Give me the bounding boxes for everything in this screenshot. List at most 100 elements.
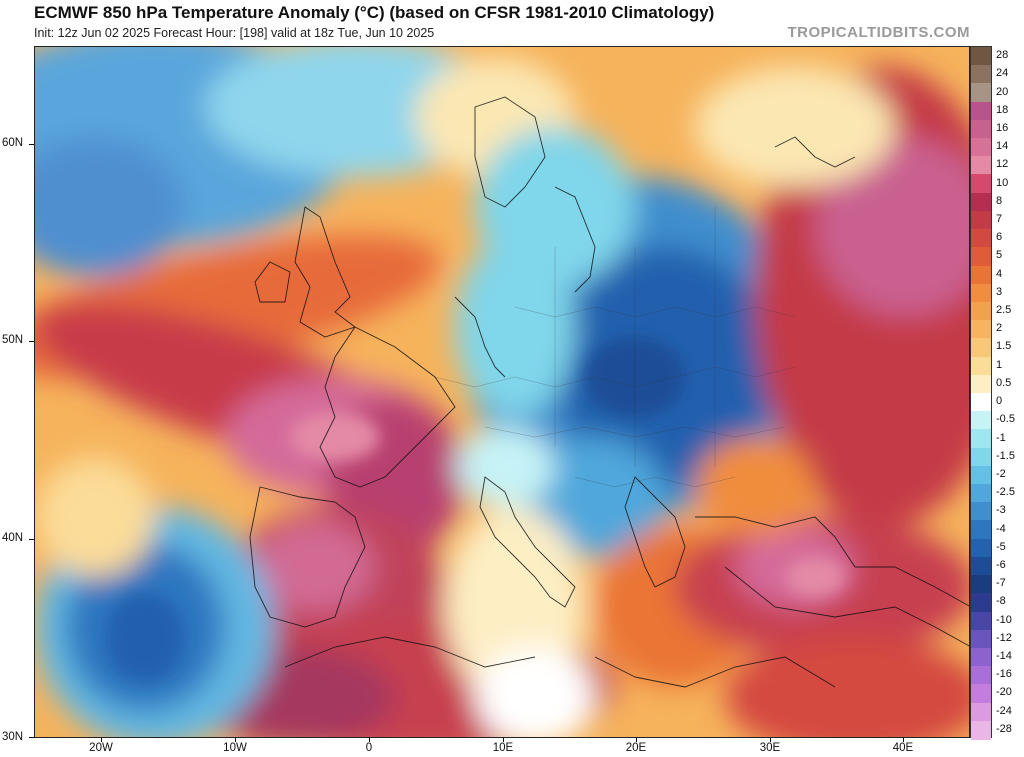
coastlines	[249, 96, 969, 688]
colorbar-label: -20	[996, 686, 1012, 699]
colorbar-swatch	[971, 720, 991, 740]
colorbar-swatch	[971, 247, 991, 267]
lat-label-30n: 30N	[2, 731, 24, 743]
colorbar-label: 12	[996, 158, 1009, 171]
colorbar-label: 5	[996, 249, 1003, 262]
lon-tick	[903, 738, 904, 742]
colorbar-swatch	[971, 520, 991, 540]
colorbar-swatch	[971, 83, 991, 103]
lat-label-50n: 50N	[2, 334, 24, 346]
lat-label-40n: 40N	[2, 532, 24, 544]
colorbar-swatch	[971, 629, 991, 649]
colorbar-swatch	[971, 575, 991, 594]
colorbar-label: 1.5	[996, 340, 1012, 353]
lat-tick	[29, 539, 34, 540]
colorbar-label: 1	[996, 358, 1003, 371]
colorbar-swatch	[971, 210, 991, 230]
colorbar-swatch	[971, 301, 991, 321]
lon-label-30e: 30E	[759, 742, 781, 754]
colorbar-label: -0.5	[996, 413, 1015, 426]
anomaly-field	[35, 47, 969, 737]
colorbar-swatch	[971, 411, 991, 430]
lon-tick	[770, 738, 771, 742]
colorbar-label: -2.5	[996, 486, 1015, 499]
colorbar-label: -28	[996, 722, 1012, 735]
colorbar-label: -24	[996, 704, 1012, 717]
lat-tick	[29, 737, 34, 738]
colorbar-label: 0	[996, 395, 1003, 408]
colorbar-swatch	[971, 65, 991, 84]
colorbar-label: 2	[996, 322, 1003, 335]
colorbar-label: -1.5	[996, 449, 1015, 462]
colorbar-label: 14	[996, 140, 1009, 153]
lon-tick	[369, 738, 370, 742]
colorbar-swatch	[971, 684, 991, 704]
colorbar-swatch	[971, 447, 991, 467]
colorbar-swatch	[971, 374, 991, 394]
colorbar-swatch	[971, 338, 991, 358]
colorbar-label: -4	[996, 522, 1006, 535]
colorbar-label: 0.5	[996, 376, 1012, 389]
colorbar-label: 16	[996, 121, 1009, 134]
colorbar-swatch	[971, 666, 991, 685]
lon-label-0: 0	[365, 742, 373, 754]
colorbar-label: 3	[996, 285, 1003, 298]
colorbar-label: -5	[996, 540, 1006, 553]
colorbar-swatch	[971, 465, 991, 485]
colorbar-swatch	[971, 138, 991, 157]
colorbar-swatch	[971, 556, 991, 576]
colorbar-label: -16	[996, 668, 1012, 681]
colorbar-label: 7	[996, 213, 1003, 225]
anomaly-map	[34, 46, 970, 738]
colorbar-swatch	[971, 429, 991, 449]
colorbar-swatch	[971, 119, 991, 139]
site-credit: TROPICALTIDBITS.COM	[787, 24, 970, 41]
colorbar-label: -10	[996, 613, 1012, 626]
colorbar-label: -2	[996, 467, 1006, 480]
colorbar-swatch	[971, 538, 991, 558]
colorbar-swatch	[971, 174, 991, 194]
colorbar-label: 18	[996, 103, 1009, 116]
colorbar-swatch	[971, 265, 991, 285]
lon-tick	[503, 738, 504, 742]
colorbar-label: -14	[996, 650, 1012, 663]
colorbar-label: 6	[996, 231, 1003, 244]
map-title: ECMWF 850 hPa Temperature Anomaly (°C) (…	[34, 3, 715, 22]
colorbar-label: 28	[996, 49, 1009, 62]
map-subtitle: Init: 12z Jun 02 2025 Forecast Hour: [19…	[34, 26, 435, 40]
colorbar-swatch	[971, 156, 991, 176]
colorbar-swatch	[971, 283, 991, 303]
colorbar-label: 20	[996, 85, 1009, 98]
colorbar-swatch	[971, 101, 991, 121]
colorbar-swatch	[971, 702, 991, 722]
colorbar-label: -1	[996, 431, 1006, 444]
colorbar-swatch	[971, 229, 991, 248]
lon-label-20w: 20W	[89, 742, 113, 754]
colorbar-swatch	[971, 647, 991, 667]
lon-tick	[101, 738, 102, 742]
colorbar-label: 2.5	[996, 304, 1012, 317]
colorbar-swatch	[971, 593, 991, 613]
colorbar-label: -3	[996, 504, 1006, 517]
colorbar-label: -7	[996, 577, 1006, 590]
lon-tick	[235, 738, 236, 742]
lon-label-10w: 10W	[223, 742, 247, 754]
lat-label-60n: 60N	[2, 137, 24, 149]
colorbar-label: -8	[996, 595, 1006, 608]
colorbar	[970, 46, 992, 740]
lon-tick	[636, 738, 637, 742]
colorbar-swatch	[971, 192, 991, 212]
colorbar-swatch	[971, 320, 991, 339]
lat-tick	[29, 144, 34, 145]
lat-tick	[29, 341, 34, 342]
colorbar-label: -12	[996, 631, 1012, 644]
lon-label-10e: 10E	[492, 742, 514, 754]
colorbar-swatch	[971, 356, 991, 376]
colorbar-label: 24	[996, 67, 1009, 80]
colorbar-swatch	[971, 502, 991, 522]
colorbar-label: 8	[996, 194, 1003, 207]
lon-label-40e: 40E	[892, 742, 914, 754]
colorbar-label: 4	[996, 267, 1003, 280]
lon-label-20e: 20E	[625, 742, 647, 754]
borders	[434, 207, 796, 488]
